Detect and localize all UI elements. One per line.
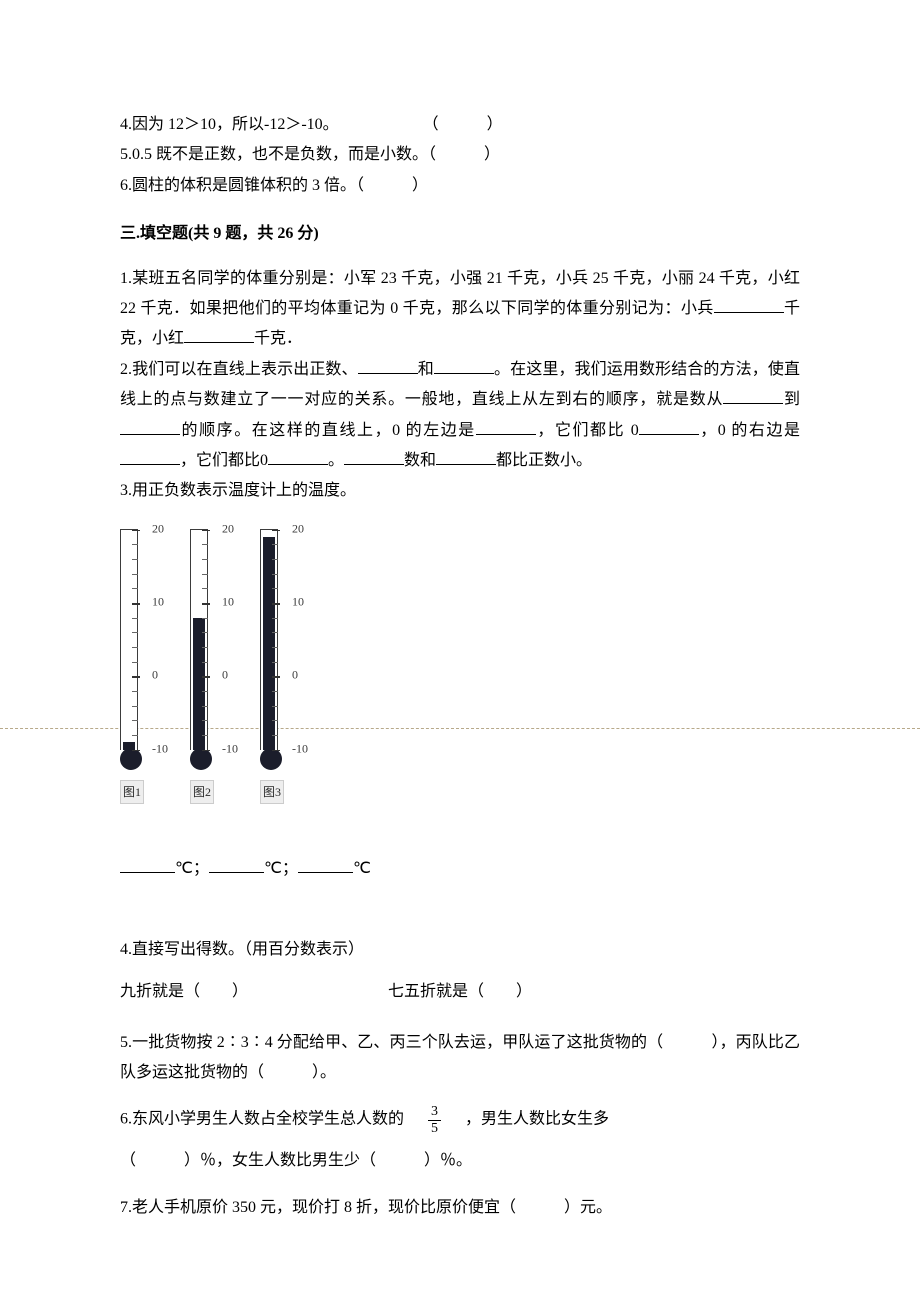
blank (120, 418, 180, 435)
q3-3-lead: 3.用正负数表示温度计上的温度。 (120, 476, 800, 506)
paren-blank: （ ） (356, 177, 428, 194)
q-text: 九折就是（ ） (120, 983, 248, 1000)
q3-7: 7.老人手机原价 350 元，现价打 8 折，现价比原价便宜（ ）元。 (120, 1193, 800, 1223)
fraction-denominator: 5 (428, 1121, 441, 1136)
q-text: 和 (418, 361, 434, 378)
q-text: ，它们都比 0 (536, 422, 639, 439)
q2-6: 6.圆柱的体积是圆锥体积的 3 倍。（ ） (120, 171, 800, 201)
blank (436, 448, 496, 465)
thermometer-caption: 图1 (120, 780, 144, 805)
thermometer-caption: 图3 (260, 780, 284, 805)
q2-4: 4.因为 12＞10，所以-12＞-10。 （ ） (120, 110, 800, 140)
blank (476, 418, 536, 435)
q3-3-answers: ℃； ℃； ℃ (120, 854, 800, 884)
q-text: ，男生人数比女生多 (449, 1111, 609, 1128)
paren-blank: （ ） (428, 146, 500, 163)
thermometer: 20100-10图2 (190, 529, 214, 805)
q3-1: 1.某班五名同学的体重分别是：小军 23 千克，小强 21 千克，小兵 25 千… (120, 264, 800, 355)
blank (268, 448, 328, 465)
q-text: 1.某班五名同学的体重分别是：小军 23 千克，小强 21 千克，小兵 25 千… (120, 270, 800, 317)
q-text: ，它们都比0 (180, 452, 268, 469)
blank (298, 856, 353, 873)
blank (120, 448, 180, 465)
blank (209, 856, 264, 873)
q-text: 到 (783, 391, 800, 408)
q-text: 6.东风小学男生人数占全校学生总人数的 (120, 1111, 420, 1128)
thermometer: 20100-10图1 (120, 529, 144, 805)
section3-heading: 三.填空题(共 9 题，共 26 分) (120, 219, 800, 249)
unit: ℃； (175, 860, 209, 877)
q3-4-row: 九折就是（ ） 七五折就是（ ） (120, 977, 800, 1007)
blank (120, 856, 175, 873)
q-text: 0.5 既不是正数，也不是负数，而是小数。 (132, 146, 428, 163)
unit: ℃ (353, 860, 371, 877)
q3-4-lead: 4.直接写出得数。（用百分数表示） (120, 935, 800, 965)
q-text: 的顺序。在这样的直线上，0 的左边是 (180, 422, 476, 439)
q3-6: 6.东风小学男生人数占全校学生总人数的 3 5 ，男生人数比女生多 (120, 1104, 800, 1136)
thermometer-caption: 图2 (190, 780, 214, 805)
blank (639, 418, 699, 435)
fraction: 3 5 (428, 1104, 441, 1136)
thermometer-row: 20100-10图1 20100-10图2 20100-10图3 (120, 529, 800, 805)
blank (434, 357, 494, 374)
paren-blank: （ ） (423, 116, 503, 133)
q2-5: 5.0.5 既不是正数，也不是负数，而是小数。（ ） (120, 140, 800, 170)
fraction-numerator: 3 (428, 1104, 441, 1120)
q-text: ，0 的右边是 (699, 422, 800, 439)
q3-6b: （ ）％，女生人数比男生少（ ）％。 (120, 1146, 800, 1176)
thermometer: 20100-10图3 (260, 529, 284, 805)
q-text: 2.我们可以在直线上表示出正数、 (120, 361, 358, 378)
q3-5: 5.一批货物按 2∶3∶4 分配给甲、乙、丙三个队去运，甲队运了这批货物的（ ）… (120, 1028, 800, 1089)
q-text: 千克． (254, 330, 302, 347)
blank (714, 296, 784, 313)
q-number: 6. (120, 177, 132, 194)
q3-2: 2.我们可以在直线上表示出正数、和。在这里，我们运用数形结合的方法，使直线上的点… (120, 355, 800, 477)
exam-page: 4.因为 12＞10，所以-12＞-10。 （ ） 5.0.5 既不是正数，也不… (0, 0, 920, 1302)
blank (344, 448, 404, 465)
blank (184, 326, 254, 343)
blank (358, 357, 418, 374)
q-text: 都比正数小。 (496, 452, 592, 469)
q-text: 七五折就是（ ） (388, 983, 532, 1000)
q-number: 5. (120, 146, 132, 163)
unit: ℃； (264, 860, 298, 877)
q-text: 因为 12＞10，所以-12＞-10。 (132, 116, 339, 133)
blank (723, 387, 783, 404)
q-text: 。 (328, 452, 344, 469)
q-number: 4. (120, 116, 132, 133)
q-text: 圆柱的体积是圆锥体积的 3 倍。 (132, 177, 356, 194)
q-text: 数和 (404, 452, 436, 469)
